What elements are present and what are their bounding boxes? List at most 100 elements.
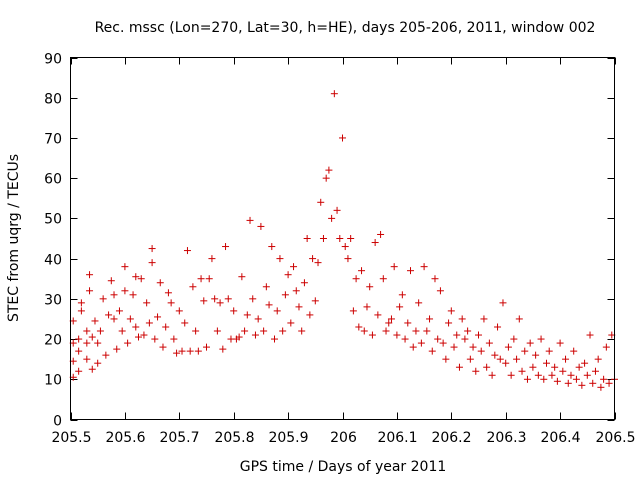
data-point [407,267,414,275]
data-point [186,347,194,355]
y-tick-label: 20 [44,333,62,349]
data-point [203,343,210,351]
chart-title: Rec. mssc (Lon=270, Lat=30, h=HE), days … [95,20,596,36]
data-point [126,315,134,323]
data-point [491,351,499,359]
data-point [260,327,268,335]
axis-ticks [70,57,616,421]
x-tick-label: 205.6 [105,430,145,446]
data-point [154,313,162,321]
data-point [428,347,436,355]
data-point [586,331,594,339]
data-point [404,319,412,327]
x-tick-label: 206.1 [377,430,417,446]
data-point [115,307,123,315]
y-tick-label: 50 [44,212,62,228]
data-point [349,307,357,315]
data-point [494,323,502,331]
data-point [178,347,186,355]
data-point [251,331,259,339]
y-tick-label: 70 [44,132,62,148]
data-point [238,273,246,281]
data-points [69,90,618,391]
data-point [181,319,189,327]
y-tick-label: 60 [44,172,62,188]
data-point [591,367,599,375]
data-point [510,335,518,343]
y-tick-label: 0 [53,414,62,430]
data-point [385,319,393,327]
data-point [148,245,156,253]
data-point [472,367,480,375]
data-point [148,259,156,267]
data-point [129,291,137,299]
x-tick-label: 206.5 [595,430,635,446]
data-point [88,365,96,373]
data-point [415,299,423,307]
data-point [330,90,338,98]
data-point [254,315,262,323]
data-point [363,303,371,311]
x-axis-label: GPS time / Days of year 2011 [240,459,447,475]
data-point [374,311,382,319]
data-point [551,363,559,371]
data-point [271,335,278,343]
data-point [91,317,99,325]
data-point [183,247,191,255]
data-point [559,367,567,375]
data-point [197,275,205,283]
data-point [99,295,107,303]
data-point [303,235,311,242]
data-point [442,355,450,363]
data-point [83,339,91,347]
data-point [581,359,589,367]
data-point [477,347,485,355]
data-point [194,347,202,355]
x-tick-label: 205.8 [214,430,254,446]
data-point [578,381,586,389]
data-point [143,299,151,307]
data-point [602,343,610,351]
data-point [83,355,91,363]
data-point [575,363,583,371]
data-point [409,343,417,351]
data-point [390,263,398,271]
data-point [393,331,401,339]
data-point [121,287,129,295]
data-point [118,327,126,335]
data-point [352,275,360,283]
data-point [162,323,170,331]
y-tick-label: 30 [44,293,62,309]
data-point [213,327,221,335]
data-point [447,307,455,315]
data-point [319,235,327,242]
data-point [589,379,597,387]
data-point [189,283,197,291]
data-point [564,379,572,387]
data-point [496,355,504,363]
data-point [366,283,374,291]
data-point [173,349,181,357]
data-point [230,307,238,315]
data-point [605,379,613,387]
data-point [317,198,325,206]
data-point [556,339,564,347]
data-point [469,343,477,351]
data-point [540,375,548,383]
data-point [159,343,167,351]
data-point [480,315,488,323]
tick-labels: 205.5 205.6 205.7 205.8 205.9 206 206.1 206.2 20… [44,52,635,447]
data-point [382,327,390,335]
data-point [192,327,200,335]
data-point [515,315,523,323]
data-point [200,297,208,305]
data-point [86,287,94,295]
data-point [597,383,605,391]
plot-frame [70,57,615,420]
data-point [572,375,580,383]
data-point [355,323,363,331]
data-point [532,351,540,359]
data-point [75,335,83,343]
data-point [485,339,493,347]
data-point [94,339,102,347]
